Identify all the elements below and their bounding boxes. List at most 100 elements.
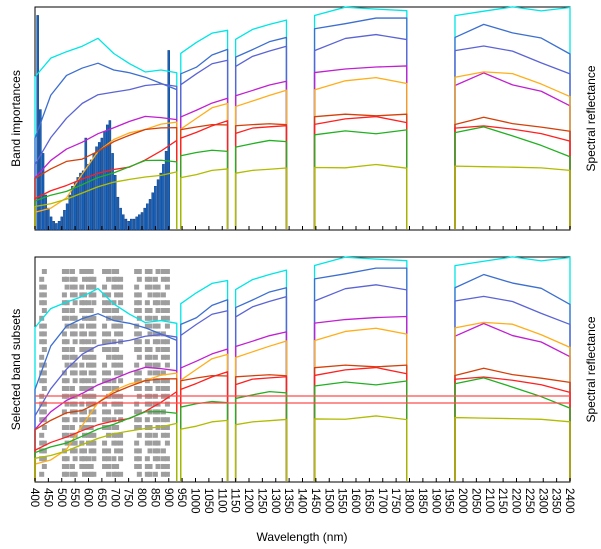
x-tick-label: 700 <box>108 488 120 507</box>
selected-band-marker <box>155 269 161 274</box>
selected-band-marker <box>39 331 45 337</box>
selected-band-marker <box>102 308 108 313</box>
selected-band-marker <box>41 378 47 384</box>
selected-band-marker <box>144 300 150 306</box>
selected-band-marker <box>102 370 108 376</box>
selected-band-marker <box>91 456 97 462</box>
x-tick-label: 450 <box>41 488 53 507</box>
selected-band-marker <box>41 409 47 415</box>
importance-bar <box>65 203 69 231</box>
importance-bar <box>135 216 138 231</box>
selected-band-marker <box>118 362 124 368</box>
x-tick-label: 800 <box>135 488 147 507</box>
selected-band-marker <box>102 401 108 407</box>
selected-band-marker <box>118 354 124 360</box>
selected-band-marker <box>114 276 120 282</box>
selected-band-marker <box>152 284 158 290</box>
selected-band-marker <box>106 370 112 376</box>
selected-band-marker <box>144 471 150 477</box>
importance-bar <box>124 218 128 231</box>
selected-band-marker <box>152 315 158 321</box>
selected-band-marker <box>134 440 140 446</box>
top-spectra-lines <box>34 6 571 229</box>
selected-band-marker <box>64 401 70 407</box>
importance-bar <box>39 109 42 231</box>
selected-band-marker <box>91 339 97 345</box>
selected-band-marker <box>160 456 166 462</box>
selected-band-marker <box>88 269 94 274</box>
selected-band-marker <box>114 284 120 290</box>
selected-band-marker <box>144 276 150 282</box>
selected-band-marker <box>64 456 70 462</box>
selected-band-marker <box>111 378 117 384</box>
selected-band-marker <box>81 417 87 423</box>
selected-band-marker <box>39 440 45 446</box>
selected-band-marker <box>81 409 87 415</box>
selected-band-marker <box>86 347 91 352</box>
selected-band-marker <box>91 471 97 477</box>
selected-band-marker <box>102 456 108 462</box>
selected-band-marker <box>72 401 78 407</box>
selected-band-marker <box>134 417 140 423</box>
spectrum-line-bottom <box>34 315 571 481</box>
selected-band-marker <box>164 339 170 345</box>
selected-band-marker <box>72 284 78 290</box>
selected-band-marker <box>86 354 91 360</box>
selected-band-marker <box>64 339 70 345</box>
selected-band-marker <box>106 276 112 282</box>
selected-band-marker <box>69 440 75 446</box>
selected-band-marker <box>39 417 45 423</box>
top-ylabel-left: Band importances <box>9 70 23 167</box>
spectrum-line-bottom <box>34 364 571 481</box>
selected-band-marker <box>136 292 142 298</box>
x-tick-label: 550 <box>68 488 80 507</box>
selected-band-marker <box>164 362 170 368</box>
selected-band-marker <box>64 417 70 423</box>
selected-band-marker <box>102 347 108 352</box>
importance-bars <box>36 15 170 231</box>
selected-band-marker <box>79 308 85 313</box>
x-tick-label: 2100 <box>483 488 495 514</box>
selected-band-marker <box>134 456 140 462</box>
selected-band-marker <box>144 464 150 469</box>
selected-band-marker <box>39 339 45 345</box>
selected-band-marker <box>134 300 140 306</box>
selected-band-marker <box>160 315 166 321</box>
selected-band-marker <box>41 331 47 337</box>
selected-band-marker <box>81 425 87 430</box>
selected-band-marker <box>41 339 47 345</box>
selected-band-marker <box>155 456 161 462</box>
selected-band-marker <box>69 464 75 469</box>
selected-band-marker <box>136 269 142 274</box>
selected-band-marker <box>88 370 94 376</box>
selected-band-marker <box>144 339 150 345</box>
selected-band-marker <box>164 300 170 306</box>
selected-band-marker <box>134 284 140 290</box>
selected-band-marker <box>39 323 45 329</box>
selected-band-marker <box>72 471 78 477</box>
selected-band-marker <box>69 284 75 290</box>
spectrum-line-top <box>34 126 571 229</box>
selected-band-marker <box>164 386 170 391</box>
x-tick-label: 1400 <box>296 488 308 514</box>
selected-band-marker <box>39 362 45 368</box>
selected-band-marker <box>79 269 85 274</box>
selected-band-marker <box>88 323 94 329</box>
selected-band-marker <box>147 440 153 446</box>
selected-band-marker <box>102 409 108 415</box>
selected-band-marker <box>134 269 140 274</box>
selected-band-marker <box>39 354 45 360</box>
selected-band-marker <box>134 339 140 345</box>
selected-band-marker <box>164 269 170 274</box>
selected-band-marker <box>152 339 158 345</box>
selected-band-marker <box>64 300 70 306</box>
selected-band-marker <box>41 300 47 306</box>
x-axis-label: Wavelength (nm) <box>257 530 348 544</box>
selected-band-marker <box>147 331 153 337</box>
selected-band-marker <box>86 425 91 430</box>
selected-band-marker <box>69 386 75 391</box>
importance-bar <box>154 185 157 231</box>
spectrum-line-bottom <box>34 267 571 481</box>
selected-band-marker <box>79 409 85 415</box>
x-tick-label: 1850 <box>416 488 428 514</box>
